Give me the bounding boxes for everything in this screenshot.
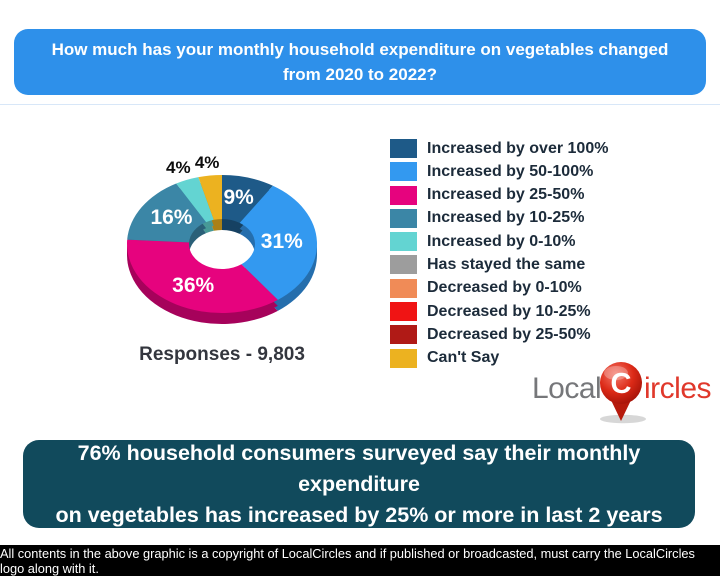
legend-swatch (390, 208, 417, 228)
slice-label: 4% (194, 153, 220, 173)
logo-pin-letter: C (611, 368, 632, 400)
legend-label: Decreased by 0-10% (427, 279, 582, 297)
donut-slice (239, 185, 318, 300)
legend-label: Decreased by 10-25% (427, 302, 591, 320)
header-divider (0, 104, 720, 105)
donut-slice (198, 175, 222, 220)
slice-label: 9% (223, 185, 254, 209)
logo-text-local: Local (532, 372, 602, 405)
legend-item: Increased by over 100% (390, 139, 700, 158)
legend-item: Can't Say (390, 348, 700, 368)
copyright-footer: All contents in the above graphic is a c… (0, 545, 720, 576)
insight-line-1: 76% household consumers surveyed say the… (77, 440, 641, 496)
legend-label: Increased by 0-10% (427, 232, 576, 250)
legend-swatch (390, 302, 417, 322)
legend-swatch (390, 348, 417, 368)
legend-swatch (390, 325, 417, 345)
chart-legend: Increased by over 100% Increased by 50-10… (390, 139, 700, 372)
legend-swatch (390, 162, 417, 182)
legend-label: Increased by 25-50% (427, 186, 585, 204)
legend-item: Decreased by 0-10% (390, 278, 700, 298)
legend-swatch (390, 278, 417, 298)
insight-banner: 76% household consumers surveyed say the… (23, 440, 695, 528)
legend-label: Has stayed the same (427, 255, 586, 273)
question-line-2: from 2020 to 2022? (282, 65, 437, 84)
slice-label: 36% (172, 274, 215, 298)
donut-chart (127, 175, 318, 324)
legend-swatch (390, 232, 417, 252)
question-line-1: How much has your monthly household expe… (51, 40, 669, 59)
legend-item: Has stayed the same (390, 255, 700, 275)
legend-label: Increased by 50-100% (427, 162, 594, 180)
legend-label: Decreased by 25-50% (427, 325, 591, 343)
question-banner: How much has your monthly household expe… (14, 29, 706, 95)
donut-slice (127, 183, 207, 243)
map-pin-icon: C (600, 362, 646, 424)
slice-label: 16% (150, 206, 193, 230)
slice-label: 4% (165, 158, 191, 178)
legend-label: Increased by over 100% (427, 139, 609, 157)
responses-label: Responses - 9,803 (139, 344, 305, 365)
insight-line-2: on vegetables has increased by 25% or mo… (55, 502, 663, 527)
localcircles-logo: Local C ircles (532, 360, 712, 424)
legend-item: Increased by 50-100% (390, 162, 700, 182)
legend-item: Increased by 10-25% (390, 208, 700, 228)
legend-item: Decreased by 10-25% (390, 302, 700, 322)
donut-slice (222, 175, 273, 223)
copyright-text: All contents in the above graphic is a c… (0, 545, 695, 576)
legend-item: Decreased by 25-50% (390, 325, 700, 345)
legend-item: Increased by 25-50% (390, 185, 700, 205)
logo-text-ircles: ircles (644, 372, 712, 405)
legend-label: Can't Say (427, 349, 500, 367)
slice-label: 31% (260, 230, 303, 254)
legend-swatch (390, 255, 417, 275)
legend-item: Increased by 0-10% (390, 232, 700, 252)
legend-label: Increased by 10-25% (427, 209, 585, 227)
legend-swatch (390, 185, 417, 205)
donut-slice (176, 177, 214, 223)
legend-swatch (390, 139, 417, 158)
donut-slice (127, 239, 278, 313)
